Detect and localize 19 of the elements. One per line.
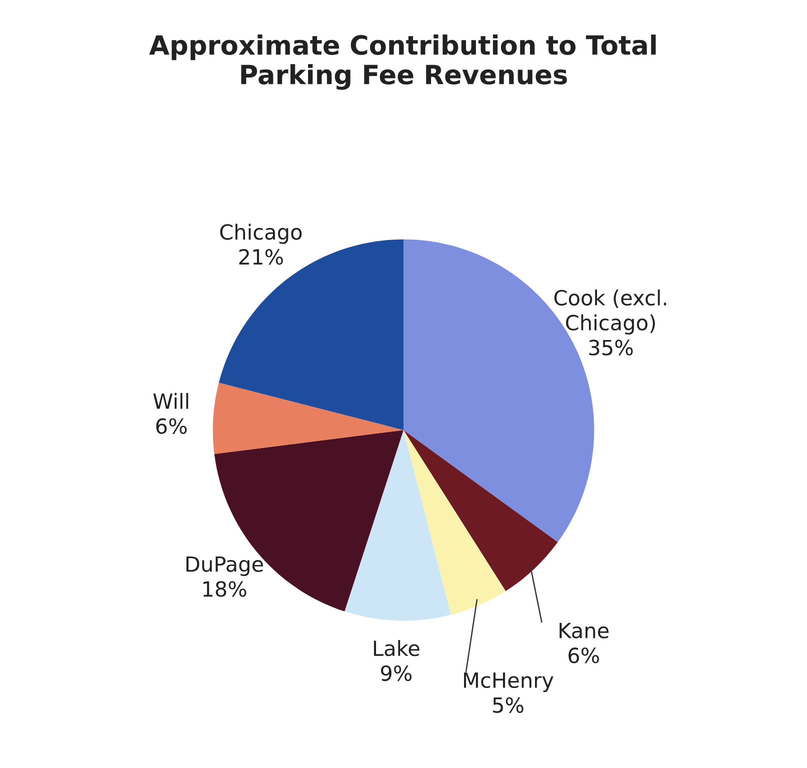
data-label: 5% [493,697,524,713]
slice-label: Lake [374,640,420,656]
slice-label: Will [153,392,188,409]
slice-label: Kane [560,622,609,638]
slice-label: Chicago [220,224,302,244]
data-label: 18% [203,581,246,597]
pie-slice [344,430,451,621]
data-label: 21% [239,249,283,265]
pie-slice [212,382,404,454]
data-label: 9% [380,665,412,682]
slice-label: DuPage [186,556,263,576]
pie-slice [404,430,506,615]
data-label: 6% [156,418,187,434]
data-label: 35% [589,340,633,356]
slice-label: McHenry [464,672,554,692]
pie-slice [404,430,558,592]
data-label: 6% [568,648,599,664]
chart-title: Approximate Contribution to Total Parking Fee Revenues [149,34,656,90]
slice-label: Cook (excl. Chicago) [554,289,666,335]
